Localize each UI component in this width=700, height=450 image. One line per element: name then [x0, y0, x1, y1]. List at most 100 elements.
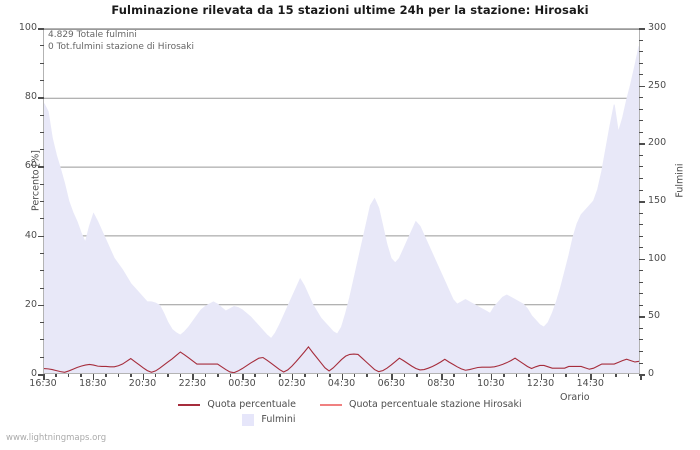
- y-tick-right: [639, 85, 645, 88]
- x-tick-minor: [55, 374, 57, 377]
- x-tick-label: 06:30: [377, 378, 405, 389]
- x-tick-minor: [478, 374, 480, 377]
- x-tick-major: [242, 374, 244, 380]
- x-tick-minor: [378, 374, 381, 377]
- y-minor-tick-left: [40, 218, 44, 220]
- y-minor-tick-left: [40, 322, 44, 324]
- y-tick-label-left: 40: [24, 229, 37, 241]
- x-tick-major: [640, 374, 642, 380]
- x-tick-minor: [353, 374, 356, 377]
- y-minor-tick-right: [639, 224, 643, 226]
- x-tick-major: [92, 374, 95, 380]
- x-tick-minor: [453, 374, 455, 377]
- y-tick-label-right: 300: [648, 22, 667, 33]
- x-tick-minor: [403, 374, 406, 377]
- y-axis-label-right: Fulmini: [674, 163, 686, 198]
- y-minor-tick-left: [40, 62, 44, 64]
- y-minor-tick-left: [40, 287, 44, 289]
- series-layer: [44, 46, 639, 373]
- x-tick-minor: [167, 374, 169, 377]
- y-tick-label-right: 100: [648, 252, 667, 264]
- y-minor-tick-right: [639, 131, 643, 133]
- x-tick-major: [391, 374, 393, 380]
- x-tick-label: 02:30: [278, 378, 306, 389]
- x-tick-label: 20:30: [128, 378, 157, 389]
- y-minor-tick-right: [639, 339, 643, 341]
- y-minor-tick-right: [639, 39, 643, 41]
- y-minor-tick-right: [639, 281, 643, 283]
- y-minor-tick-right: [639, 235, 643, 237]
- x-tick-minor: [154, 374, 157, 377]
- x-tick-minor: [117, 374, 120, 377]
- y-axis-label-left: Percento [%]: [30, 149, 42, 212]
- y-tick-label-right: 250: [648, 79, 667, 91]
- y-minor-tick-left: [40, 339, 44, 341]
- x-tick-major: [490, 374, 493, 380]
- legend-label-fulmini: Fulmini: [261, 414, 296, 425]
- y-tick-right: [639, 28, 645, 30]
- x-tick-minor: [515, 374, 518, 377]
- y-minor-tick-right: [639, 327, 643, 329]
- x-tick-label: 04:30: [327, 378, 356, 389]
- x-tick-major: [291, 374, 294, 380]
- x-tick-minor: [254, 374, 256, 377]
- x-tick-minor: [130, 374, 132, 377]
- x-tick-minor: [329, 374, 331, 377]
- y-tick-left: [38, 28, 44, 30]
- y-tick-label-right: 200: [648, 137, 667, 149]
- x-tick-major: [142, 374, 144, 380]
- y-minor-tick-right: [639, 120, 643, 122]
- x-tick-major: [341, 374, 343, 380]
- legend-row-2: Fulmini: [0, 412, 700, 427]
- x-tick-minor: [428, 374, 431, 377]
- legend-item-quota-percentuale-hirosaki: Quota percentuale stazione Hirosaki: [319, 399, 522, 410]
- x-tick-minor: [279, 374, 281, 377]
- y-minor-tick-left: [40, 114, 44, 116]
- x-tick-minor: [316, 374, 319, 377]
- y-minor-tick-right: [639, 108, 643, 110]
- x-tick-label: 10:30: [477, 378, 505, 389]
- x-tick-minor: [577, 374, 580, 377]
- y-tick-label-right: 0: [648, 368, 655, 379]
- y-minor-tick-left: [40, 183, 44, 185]
- y-tick-left: [38, 374, 44, 376]
- x-tick-minor: [105, 374, 107, 377]
- legend-label-quota-percentuale-hirosaki: Quota percentuale stazione Hirosaki: [348, 399, 522, 410]
- y-tick-left: [38, 97, 44, 99]
- x-tick-minor: [229, 374, 232, 377]
- x-tick-minor: [304, 374, 306, 377]
- y-minor-tick-right: [639, 74, 643, 76]
- x-tick-major: [43, 374, 45, 380]
- x-tick-label: 22:30: [178, 378, 206, 389]
- y-minor-tick-right: [639, 350, 643, 352]
- x-tick-minor: [503, 374, 505, 377]
- y-minor-tick-right: [639, 154, 643, 156]
- x-tick-major: [590, 374, 592, 380]
- y-tick-right: [639, 143, 645, 145]
- legend-row-1: Quota percentuale Quota percentuale staz…: [0, 397, 700, 412]
- y-minor-tick-right: [639, 293, 643, 295]
- y-tick-label-left: 100: [18, 22, 37, 33]
- y-minor-tick-right: [639, 177, 643, 179]
- legend-swatch-line-secondary: [319, 403, 342, 406]
- y-minor-tick-right: [639, 62, 643, 64]
- x-tick-minor: [602, 374, 605, 377]
- y-minor-tick-left: [40, 131, 44, 133]
- y-tick-right: [639, 201, 645, 203]
- x-tick-minor: [416, 374, 418, 377]
- y-tick-left: [38, 304, 44, 307]
- y-minor-tick-right: [639, 166, 643, 168]
- y-minor-tick-right: [639, 362, 643, 364]
- x-tick-minor: [179, 374, 182, 377]
- x-tick-minor: [217, 374, 219, 377]
- y-tick-left: [38, 235, 44, 238]
- x-tick-minor: [552, 374, 555, 377]
- x-tick-minor: [615, 374, 617, 377]
- y-minor-tick-right: [639, 270, 643, 272]
- y-tick-label-right: 50: [648, 310, 661, 322]
- y-minor-tick-right: [639, 51, 643, 53]
- x-tick-minor: [528, 374, 530, 377]
- x-tick-minor: [565, 374, 567, 377]
- plot-area: [43, 28, 640, 374]
